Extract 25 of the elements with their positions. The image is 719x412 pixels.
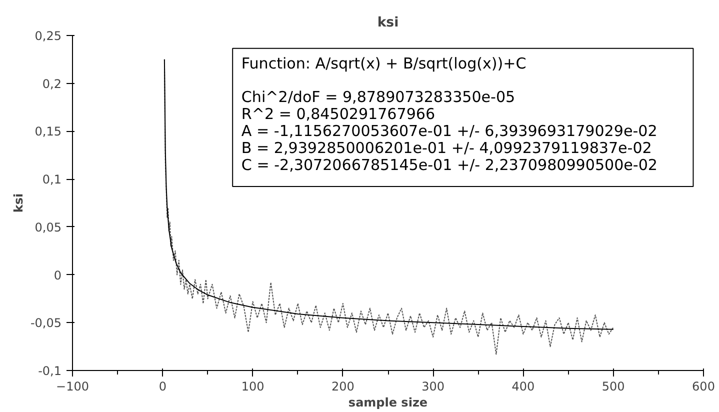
x-axis-title: sample size	[348, 396, 428, 410]
x-tick-label: 600	[692, 380, 715, 394]
annotation: B = 2,9392850006201e-01 +/- 4,0992379119837e-02	[241, 138, 652, 157]
annotation: A = -1,1156270053607e-01 +/- 6,3939693179029e-02	[241, 122, 658, 140]
y-tick-label: 0	[54, 268, 62, 282]
x-tick-label: 300	[422, 380, 445, 394]
x-tick-label: 200	[331, 380, 354, 394]
x-tick-label: 400	[512, 380, 535, 394]
x-tick-label: −100	[56, 380, 89, 394]
annotation: C = -2,3072066785145e-01 +/- 2,2370980990500e-02	[241, 156, 658, 174]
x-tick-label: 0	[158, 380, 166, 394]
annotation: Function: A/sqrt(x) + B/sqrt(log(x))+C	[241, 54, 526, 72]
y-tick-label: 0,25	[34, 29, 62, 43]
y-axis-title: ksi	[11, 193, 26, 213]
y-tick-label: -0,05	[30, 316, 62, 330]
annotation: R^2 = 0,8450291767966	[241, 105, 436, 124]
y-tick-label: -0,1	[38, 364, 62, 378]
y-tick-label: 0,15	[34, 124, 62, 139]
chart-title: ksi	[377, 16, 399, 30]
y-tick-label: 0,1	[42, 172, 62, 187]
y-tick-label: 0,2	[42, 76, 62, 91]
x-tick-label: 500	[602, 380, 625, 394]
annotation: Chi^2/doF = 9,8789073283350e-05	[241, 88, 516, 106]
x-tick-label: 100	[241, 380, 264, 394]
y-tick-label: 0,05	[34, 220, 62, 234]
